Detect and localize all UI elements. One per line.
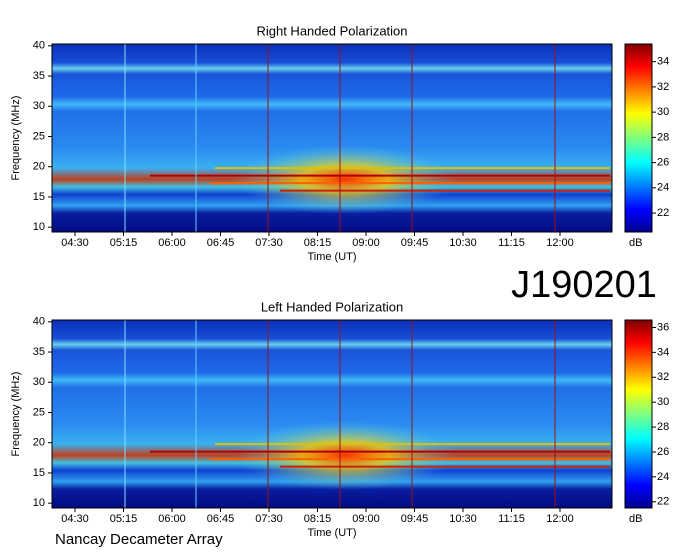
x-tick-label: 11:15	[498, 237, 525, 249]
x-axis-label: Time (UT)	[307, 251, 356, 263]
x-tick-label: 10:30	[449, 513, 477, 525]
colorbar-tick-label: 26	[657, 157, 669, 169]
colorbar-tick-label: 32	[657, 371, 669, 383]
colorbar-tick-label: 30	[657, 396, 669, 408]
x-tick-label: 05:15	[110, 237, 138, 249]
colorbar-tick-label: 30	[657, 106, 669, 118]
y-axis-label: Frequency (MHz)	[10, 372, 22, 457]
spectrum-hotspot	[235, 420, 455, 491]
x-tick-label: 06:45	[207, 237, 235, 249]
y-tick-label: 20	[33, 437, 45, 449]
y-tick-label: 30	[33, 376, 45, 388]
x-axis-label: Time (UT)	[307, 527, 356, 539]
colorbar-label: dB	[629, 513, 642, 525]
x-tick-label: 11:15	[498, 513, 525, 525]
y-tick-label: 20	[33, 161, 45, 173]
colorbar-tick-label: 28	[657, 421, 669, 433]
x-tick-label: 08:15	[304, 513, 332, 525]
y-tick-label: 35	[33, 346, 45, 358]
x-tick-label: 12:00	[546, 513, 574, 525]
spectrum-hotspot	[235, 144, 455, 215]
x-tick-label: 12:00	[546, 237, 574, 249]
x-tick-label: 04:30	[61, 513, 89, 525]
plot-frame	[51, 43, 613, 233]
y-axis-label: Frequency (MHz)	[10, 96, 22, 181]
y-tick-label: 15	[33, 191, 45, 203]
colorbar-tick-label: 24	[657, 182, 669, 194]
x-tick-label: 09:00	[352, 513, 380, 525]
colorbar-tick-label: 36	[657, 321, 669, 333]
y-tick-label: 25	[33, 130, 45, 142]
instrument: Nancay Decameter Array	[55, 531, 223, 548]
colorbar-tick-label: 22	[657, 496, 669, 508]
x-tick-label: 07:30	[255, 237, 283, 249]
x-tick-label: 06:00	[158, 513, 186, 525]
x-tick-label: 08:15	[304, 237, 332, 249]
y-tick-label: 15	[33, 467, 45, 479]
x-tick-label: 09:45	[401, 237, 429, 249]
colorbar-tick-label: 26	[657, 446, 669, 458]
colorbar	[624, 319, 653, 509]
x-tick-label: 09:00	[352, 237, 380, 249]
colorbar-tick-label: 24	[657, 471, 669, 483]
colorbar-tick-label: 34	[657, 346, 669, 358]
y-tick-label: 30	[33, 100, 45, 112]
colorbar-tick-label: 34	[657, 56, 669, 68]
y-tick-label: 40	[33, 40, 45, 52]
plot-frame	[51, 319, 613, 509]
y-tick-label: 10	[33, 497, 45, 509]
colorbar-tick-label: 28	[657, 131, 669, 143]
colorbar-label: dB	[629, 237, 642, 249]
x-tick-label: 09:45	[401, 513, 429, 525]
y-tick-label: 40	[33, 316, 45, 328]
colorbar	[624, 43, 653, 233]
x-tick-label: 05:15	[110, 513, 138, 525]
x-tick-label: 06:00	[158, 237, 186, 249]
y-tick-label: 10	[33, 221, 45, 233]
y-tick-label: 35	[33, 70, 45, 82]
x-tick-label: 06:45	[207, 513, 235, 525]
x-tick-label: 07:30	[255, 513, 283, 525]
colorbar-tick-label: 32	[657, 81, 669, 93]
colorbar-tick-label: 22	[657, 207, 669, 219]
chart-title: Left Handed Polarization	[261, 299, 403, 314]
y-tick-label: 25	[33, 406, 45, 418]
chart-title: Right Handed Polarization	[256, 23, 407, 38]
x-tick-label: 04:30	[61, 237, 89, 249]
x-tick-label: 10:30	[449, 237, 477, 249]
observation-id: J190201	[511, 264, 657, 306]
